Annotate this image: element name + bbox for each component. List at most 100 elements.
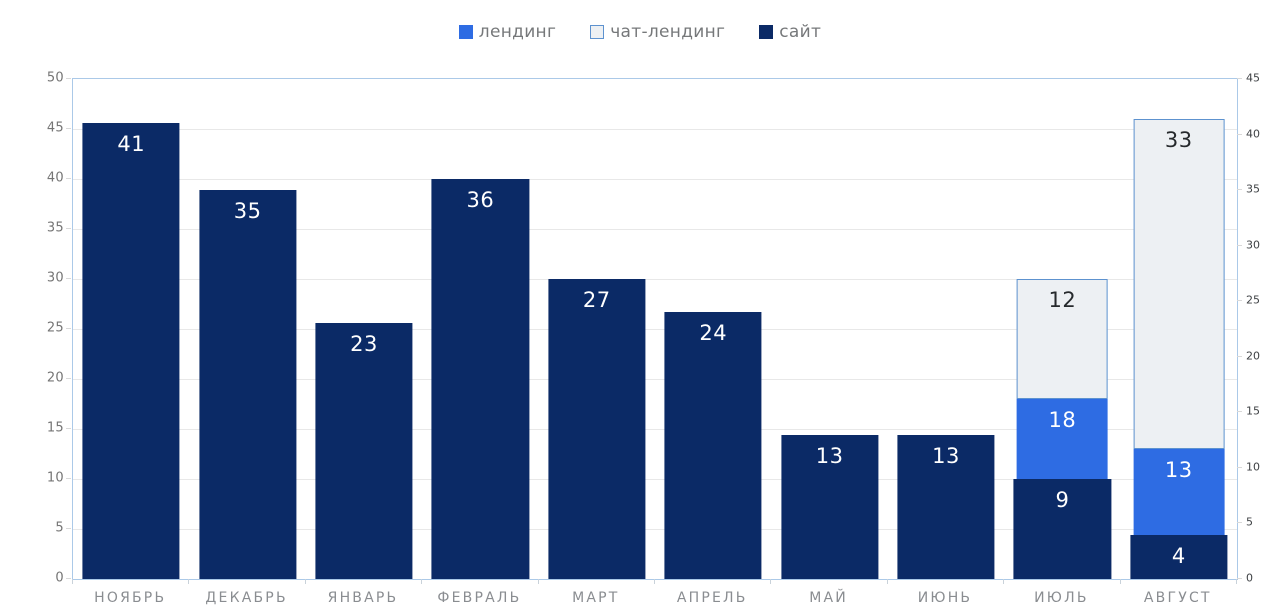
bar-group-МАРТ: 27 [539, 79, 655, 579]
legend-marker-icon [458, 25, 473, 39]
y-left-tick-mark [66, 478, 71, 479]
y-left-tick-mark [66, 78, 71, 79]
bar-value-label: 23 [350, 332, 378, 357]
bar-value-label: 24 [699, 321, 728, 346]
bar-segment-site[interactable] [664, 312, 762, 579]
bar-segment-site[interactable] [1013, 479, 1111, 579]
y-right-tick-mark [1237, 411, 1242, 413]
gridline [73, 279, 1237, 280]
bar-group-МАЙ: 13 [771, 79, 887, 579]
x-axis-category-label: ЯНВАРЬ [327, 590, 399, 606]
x-axis-tick-mark [188, 579, 190, 584]
legend-item-сайт: сайт [759, 22, 821, 42]
bar-segment-site[interactable] [1130, 534, 1228, 579]
bar-group-НОЯБРЬ: 41 [73, 79, 189, 579]
y-left-tick-label: 20 [46, 370, 64, 386]
y-left-tick-label: 10 [46, 470, 64, 486]
gridline [73, 429, 1237, 430]
bar-value-label: 27 [582, 288, 611, 312]
x-axis-category-label: АПРЕЛЬ [676, 590, 748, 606]
x-axis-category-label: ИЮНЬ [917, 590, 973, 606]
y-right-tick-mark [1237, 244, 1242, 246]
bar-segment-chat-landing[interactable] [1133, 119, 1225, 449]
bar-value-label: 41 [117, 132, 146, 157]
y-right-tick-mark [1237, 578, 1242, 579]
gridline [73, 529, 1237, 530]
bar-value-label: 4 [1171, 543, 1186, 568]
gridline [73, 479, 1237, 480]
bar-value-label: 13 [932, 443, 960, 468]
bar-group-ИЮНЬ: 13 [888, 79, 1004, 579]
x-axis-category-label: МАРТ [572, 590, 620, 606]
x-axis-tick-mark [72, 579, 73, 584]
bar-group-АВГУСТ: 13 33 4 [1121, 79, 1237, 579]
bar-segment-site[interactable] [548, 279, 646, 579]
bar-segment-site[interactable] [82, 123, 180, 579]
x-axis-category-label: ИЮЛЬ [1034, 590, 1089, 606]
bar-segment-site[interactable] [198, 190, 297, 579]
gridline [73, 129, 1237, 130]
bar-segment-site[interactable] [431, 179, 529, 579]
y-left-tick-label: 35 [46, 220, 64, 236]
y-right-tick-mark [1237, 189, 1242, 191]
bar-group-ЯНВАРЬ: 23 [306, 79, 422, 579]
x-axis-tick-mark [770, 579, 772, 584]
gridline [73, 329, 1237, 330]
plot-area: 41 35 23 36 27 24 13 13 18 12 9 13 33 4 [72, 78, 1238, 580]
bar-value-label: 35 [233, 199, 262, 224]
y-right-tick-label: 40 [1246, 127, 1260, 141]
legend-label: лендинг [478, 22, 557, 42]
y-left-tick-mark [66, 128, 71, 129]
x-axis-tick-mark [537, 579, 539, 584]
legend-label: сайт [779, 22, 822, 42]
y-left-tick-label: 25 [46, 320, 64, 336]
y-right-tick-mark [1237, 300, 1242, 302]
y-left-tick-label: 40 [46, 170, 64, 186]
x-axis-category-label: МАЙ [809, 590, 848, 606]
y-left-tick-label: 15 [46, 420, 64, 436]
x-axis-category-label: ФЕВРАЛЬ [437, 590, 522, 606]
bar-value-label: 9 [1055, 488, 1070, 512]
bar-value-label: 12 [1048, 288, 1077, 312]
y-right-tick-mark [1237, 522, 1242, 524]
y-left-tick-label: 45 [46, 120, 64, 136]
chart-legend: лендинг чат-лендинг сайт [0, 22, 1280, 42]
bar-value-label: 36 [466, 188, 495, 212]
y-axis-right: 45 40 35 30 25 20 15 10 5 0 [1246, 72, 1280, 585]
x-axis-category-label: НОЯБРЬ [94, 590, 167, 606]
x-axis-tick-mark [1003, 579, 1005, 584]
x-axis-category-label: АВГУСТ [1143, 590, 1212, 606]
y-left-tick-label: 50 [46, 70, 64, 86]
y-left-tick-label: 0 [55, 570, 64, 586]
y-left-tick-mark [66, 578, 71, 579]
bar-group-ДЕКАБРЬ: 35 [189, 79, 305, 579]
y-right-tick-label: 10 [1246, 460, 1260, 474]
x-axis-category-label: ДЕКАБРЬ [205, 590, 288, 606]
y-right-tick-mark [1237, 466, 1242, 468]
y-right-tick-mark [1237, 355, 1242, 357]
x-axis-tick-mark [304, 579, 306, 584]
bar-group-АПРЕЛЬ: 24 [655, 79, 771, 579]
y-right-tick-label: 30 [1246, 238, 1260, 252]
y-left-tick-mark [66, 278, 71, 279]
y-left-tick-label: 30 [46, 270, 64, 286]
bar-value-label: 18 [1048, 408, 1077, 432]
bar-segment-site[interactable] [780, 434, 879, 579]
y-left-tick-mark [66, 378, 71, 379]
gridline [73, 179, 1237, 180]
bar-value-label: 13 [815, 443, 844, 468]
y-right-tick-label: 15 [1246, 404, 1260, 418]
legend-item-лендинг: лендинг [458, 22, 557, 42]
y-right-tick-label: 20 [1246, 349, 1260, 363]
gridline [73, 229, 1237, 230]
bar-segment-site[interactable] [315, 323, 413, 579]
bar-value-label: 33 [1164, 128, 1193, 152]
bar-segment-site[interactable] [897, 434, 995, 579]
bar-group-ИЮЛЬ: 18 12 9 [1004, 79, 1120, 579]
bar-segment-chat-landing[interactable] [1016, 279, 1108, 399]
y-right-tick-label: 35 [1246, 182, 1260, 196]
y-left-tick-mark [66, 228, 71, 229]
y-right-tick-label: 45 [1246, 71, 1260, 85]
y-right-tick-mark [1237, 78, 1242, 79]
